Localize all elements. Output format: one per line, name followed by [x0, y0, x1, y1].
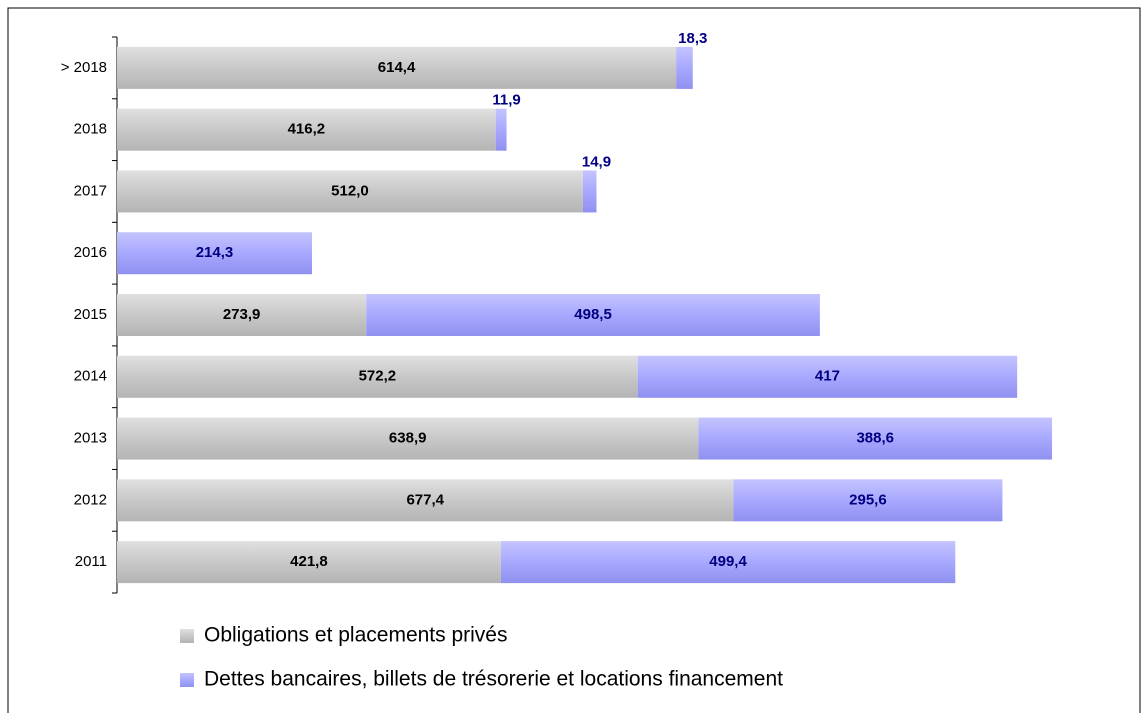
value-label: 512,0	[331, 182, 369, 199]
bar	[495, 108, 507, 151]
value-label: 18,3	[678, 30, 707, 47]
value-label: 388,6	[856, 430, 894, 447]
value-label: 11,9	[492, 92, 520, 109]
bar	[676, 46, 693, 89]
value-label: 638,9	[389, 430, 427, 447]
bar	[117, 46, 677, 89]
y-tick-label: 2013	[74, 430, 107, 447]
bar	[117, 417, 699, 460]
y-tick-label: 2011	[75, 553, 107, 570]
value-label: 295,6	[849, 491, 887, 508]
bar	[500, 541, 956, 584]
y-tick-label: > 2018	[61, 59, 107, 76]
y-tick-label: 2014	[74, 368, 107, 385]
value-label: 614,4	[378, 59, 416, 76]
value-label: 499,4	[709, 553, 747, 570]
bar	[637, 355, 1018, 398]
y-tick-label: 2015	[74, 306, 107, 323]
value-label: 417	[815, 368, 840, 385]
bar	[733, 479, 1003, 522]
value-label: 416,2	[288, 121, 326, 138]
bar	[117, 170, 583, 213]
legend-label: Dettes bancaires, billets de trésorerie …	[204, 668, 783, 691]
value-label: 572,2	[359, 368, 397, 385]
y-tick-label: 2012	[74, 491, 107, 508]
bar	[117, 294, 367, 336]
bar	[698, 417, 1053, 460]
legend-label: Obligations et placements privés	[204, 624, 508, 647]
legend-swatch	[180, 629, 194, 643]
bar	[117, 355, 638, 398]
value-label: 677,4	[406, 491, 444, 508]
y-tick-label: 2018	[74, 121, 107, 138]
frame	[7, 7, 1141, 713]
bar	[582, 170, 597, 213]
value-label: 214,3	[196, 244, 234, 261]
y-tick-label: 2016	[74, 244, 107, 261]
value-label: 421,8	[290, 553, 328, 570]
value-label: 14,9	[582, 153, 611, 170]
bar	[117, 541, 501, 584]
value-label: 273,9	[223, 306, 261, 323]
y-tick-label: 2017	[74, 182, 107, 199]
bar	[366, 294, 820, 336]
bar	[117, 232, 313, 275]
legend-swatch	[180, 673, 194, 687]
bar	[117, 479, 734, 522]
value-label: 498,5	[574, 306, 612, 323]
bar	[117, 108, 496, 151]
